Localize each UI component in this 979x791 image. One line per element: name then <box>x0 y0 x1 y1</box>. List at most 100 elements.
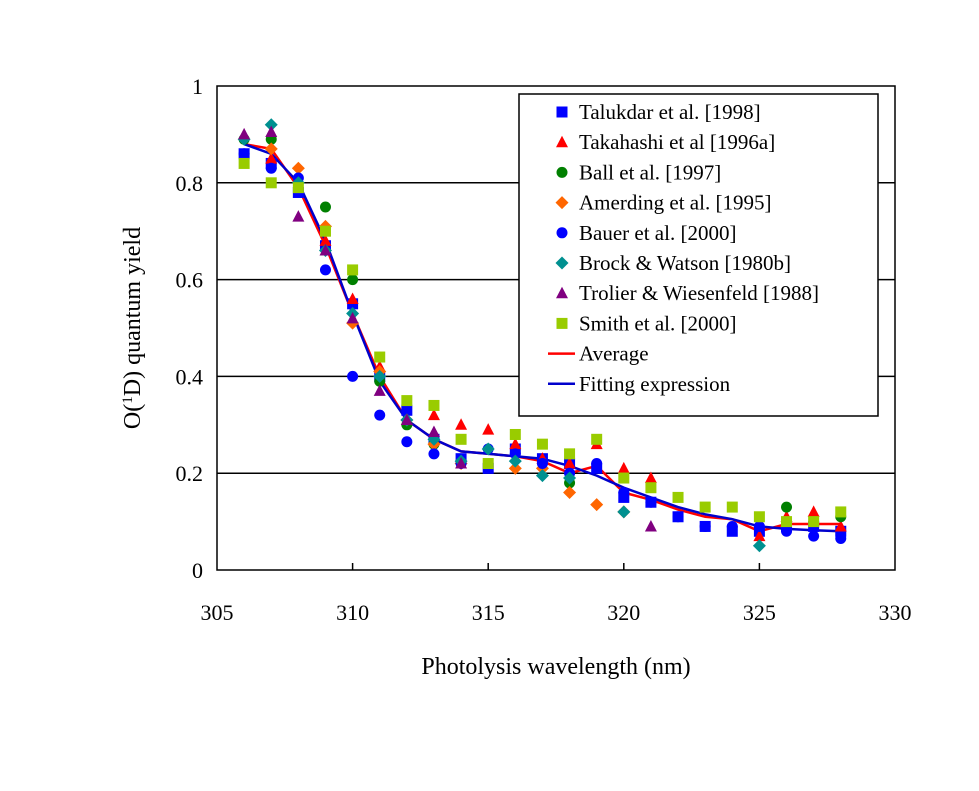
data-point-takahashi-et-al-1996a <box>319 234 332 246</box>
data-point-bauer-et-al-2000 <box>753 520 765 532</box>
data-point-ball-et-al-1997 <box>319 201 331 213</box>
data-point-ball-et-al-1997 <box>781 501 793 513</box>
data-point-brock-watson-1980b <box>481 442 495 456</box>
data-point-trolier-wiesenfeld-1988 <box>319 244 332 256</box>
legend-swatch <box>555 196 569 210</box>
legend-swatch <box>555 256 569 270</box>
data-point-bauer-et-al-2000 <box>672 511 684 523</box>
data-point-amerding-et-al-1995 <box>590 498 604 512</box>
legend-label: Brock & Watson [1980b] <box>579 251 791 275</box>
legend-label: Fitting expression <box>579 372 731 396</box>
legend-label: Average <box>579 342 649 366</box>
x-axis-title: Photolysis wavelength (nm) <box>421 654 690 680</box>
data-point-takahashi-et-al-1996a <box>644 471 657 484</box>
data-point-bauer-et-al-2000 <box>781 525 793 537</box>
data-point-smith-et-al-2000 <box>699 501 711 513</box>
legend-swatch <box>556 227 568 239</box>
data-point-takahashi-et-al-1996a <box>265 152 278 164</box>
data-point-smith-et-al-2000 <box>618 472 630 484</box>
legend-swatch <box>556 106 568 118</box>
data-point-bauer-et-al-2000 <box>591 458 603 470</box>
series-markers <box>237 118 847 553</box>
data-point-bauer-et-al-2000 <box>347 370 359 382</box>
data-point-trolier-wiesenfeld-1988 <box>644 519 657 532</box>
legend-label: Talukdar et al. [1998] <box>579 100 761 124</box>
data-point-bauer-et-al-2000 <box>835 533 847 545</box>
data-point-smith-et-al-2000 <box>319 225 331 237</box>
data-point-bauer-et-al-2000 <box>509 448 521 460</box>
data-point-brock-watson-1980b <box>535 469 549 483</box>
legend-label: Smith et al. [2000] <box>579 311 736 335</box>
x-tick-label: 325 <box>743 600 776 625</box>
series-smith-et-al-2000 <box>238 157 847 528</box>
legend-box <box>518 93 879 417</box>
data-point-talukdar-et-al-1998 <box>401 404 413 416</box>
x-tick-label: 330 <box>879 600 912 625</box>
legend-swatch <box>556 286 568 299</box>
legend-swatch <box>556 135 568 148</box>
data-point-bauer-et-al-2000 <box>726 520 738 532</box>
data-point-bauer-et-al-2000 <box>428 448 440 460</box>
y-tick-label: 0.2 <box>176 461 204 486</box>
data-point-smith-et-al-2000 <box>672 491 684 503</box>
legend-item-ball-et-al-1997: Ball et al. [1997] <box>556 160 721 184</box>
data-point-trolier-wiesenfeld-1988 <box>455 457 468 469</box>
data-point-smith-et-al-2000 <box>374 351 386 363</box>
x-tick-label: 310 <box>336 600 369 625</box>
data-point-smith-et-al-2000 <box>482 458 494 470</box>
data-point-smith-et-al-2000 <box>591 433 603 445</box>
data-point-bauer-et-al-2000 <box>401 436 413 448</box>
data-point-smith-et-al-2000 <box>509 428 521 440</box>
legend-item-trolier-wiesenfeld-1988: Trolier & Wiesenfeld [1988] <box>556 281 819 305</box>
data-point-trolier-wiesenfeld-1988 <box>238 127 251 140</box>
legend-item-talukdar-et-al-1998: Talukdar et al. [1998] <box>556 100 761 124</box>
data-point-bauer-et-al-2000 <box>699 520 711 532</box>
data-point-smith-et-al-2000 <box>753 511 765 523</box>
data-point-smith-et-al-2000 <box>428 399 440 411</box>
data-point-smith-et-al-2000 <box>645 482 657 494</box>
data-point-trolier-wiesenfeld-1988 <box>400 413 413 425</box>
y-axis-title-superscript: 1 <box>120 396 136 404</box>
legend-label: Bauer et al. [2000] <box>579 221 736 245</box>
y-axis-title-prefix: O( <box>120 404 146 429</box>
data-point-trolier-wiesenfeld-1988 <box>346 311 359 324</box>
data-point-bauer-et-al-2000 <box>618 487 630 499</box>
data-point-takahashi-et-al-1996a <box>563 457 576 469</box>
data-point-takahashi-et-al-1996a <box>753 529 766 542</box>
data-point-bauer-et-al-2000 <box>319 264 331 276</box>
legend-item-average: Average <box>548 342 649 366</box>
data-point-bauer-et-al-2000 <box>265 162 277 174</box>
x-tick-label: 320 <box>607 600 640 625</box>
data-point-smith-et-al-2000 <box>781 516 793 528</box>
data-point-bauer-et-al-2000 <box>536 458 548 470</box>
data-point-smith-et-al-2000 <box>808 516 820 528</box>
data-point-brock-watson-1980b <box>617 505 631 519</box>
data-point-takahashi-et-al-1996a <box>807 505 820 517</box>
data-point-bauer-et-al-2000 <box>645 496 657 508</box>
data-point-smith-et-al-2000 <box>835 506 847 518</box>
y-tick-label: 0.8 <box>176 171 204 196</box>
data-point-bauer-et-al-2000 <box>808 530 820 542</box>
y-tick-label: 1 <box>192 74 203 99</box>
x-tick-label: 315 <box>472 600 505 625</box>
data-point-smith-et-al-2000 <box>347 264 359 276</box>
legend-item-takahashi-et-al-1996a: Takahashi et al [1996a] <box>556 130 775 154</box>
data-point-takahashi-et-al-1996a <box>346 292 359 304</box>
data-point-bauer-et-al-2000 <box>374 409 386 421</box>
legend-item-bauer-et-al-2000: Bauer et al. [2000] <box>556 221 736 245</box>
x-tick-label: 305 <box>201 600 234 625</box>
data-point-smith-et-al-2000 <box>401 395 413 407</box>
data-point-takahashi-et-al-1996a <box>834 519 847 532</box>
data-point-smith-et-al-2000 <box>726 501 738 513</box>
data-point-takahashi-et-al-1996a <box>427 408 440 421</box>
data-point-smith-et-al-2000 <box>238 157 250 169</box>
data-point-takahashi-et-al-1996a <box>455 418 468 430</box>
plot-area <box>216 85 896 571</box>
data-point-trolier-wiesenfeld-1988 <box>265 125 278 137</box>
data-point-brock-watson-1980b <box>264 118 278 132</box>
data-point-brock-watson-1980b <box>563 471 577 485</box>
legend-items: Talukdar et al. [1998] Takahashi et al [1… <box>548 100 819 396</box>
axis-ticks: 0 0.2 0.4 0.6 0.8 1 305 310 315 320 325 330 <box>176 74 912 625</box>
legend-label: Ball et al. [1997] <box>579 160 721 184</box>
